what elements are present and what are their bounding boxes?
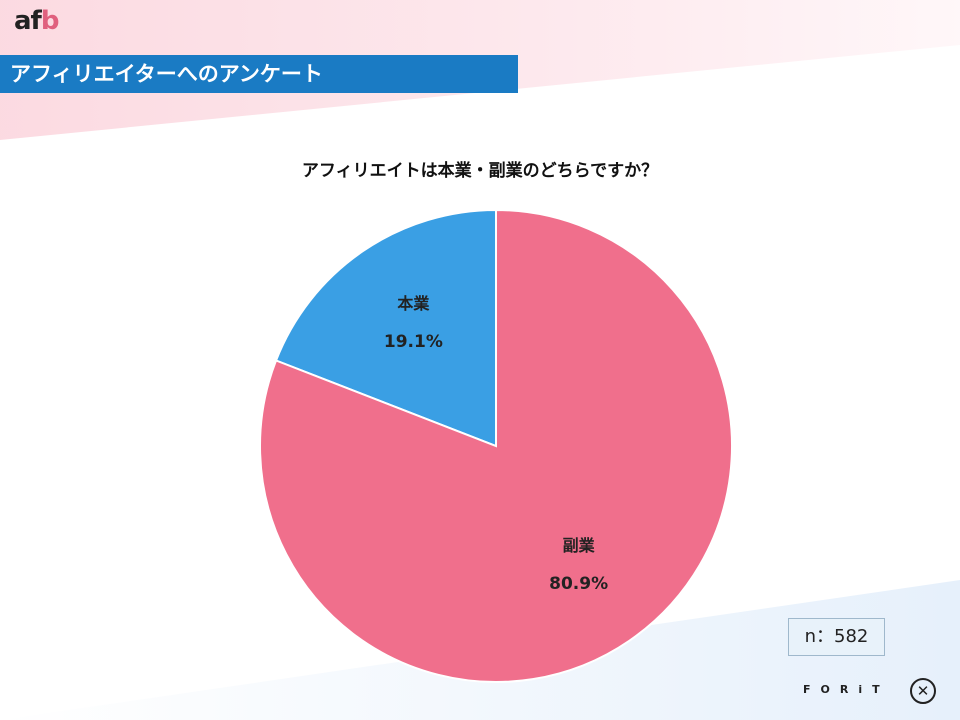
slice-label-1: 副業 xyxy=(563,536,596,555)
pie-slice-1 xyxy=(259,208,733,683)
forit-brand: FORiT xyxy=(803,683,890,696)
page-title: アフィリエイターへのアンケート xyxy=(10,62,323,86)
slice-label-0: 本業 xyxy=(397,294,430,313)
sample-size-box: n：582 xyxy=(788,618,885,656)
slice-value-label-0: 19.1% xyxy=(384,332,443,352)
chart-title: アフィリエイトは本業・副業のどちらですか？ xyxy=(301,161,659,181)
slice-value-label-1: 80.9% xyxy=(549,574,608,594)
logo-text: af xyxy=(14,6,42,36)
logo-accent-text: b xyxy=(40,6,60,36)
sample-size-text: n：582 xyxy=(804,626,869,647)
pie-slice-0 xyxy=(274,208,497,448)
afb-logo: afb xyxy=(14,6,60,36)
page-title-bar: アフィリエイターへのアンケート xyxy=(0,55,518,93)
forit-logo-icon: ✕ xyxy=(910,678,936,704)
